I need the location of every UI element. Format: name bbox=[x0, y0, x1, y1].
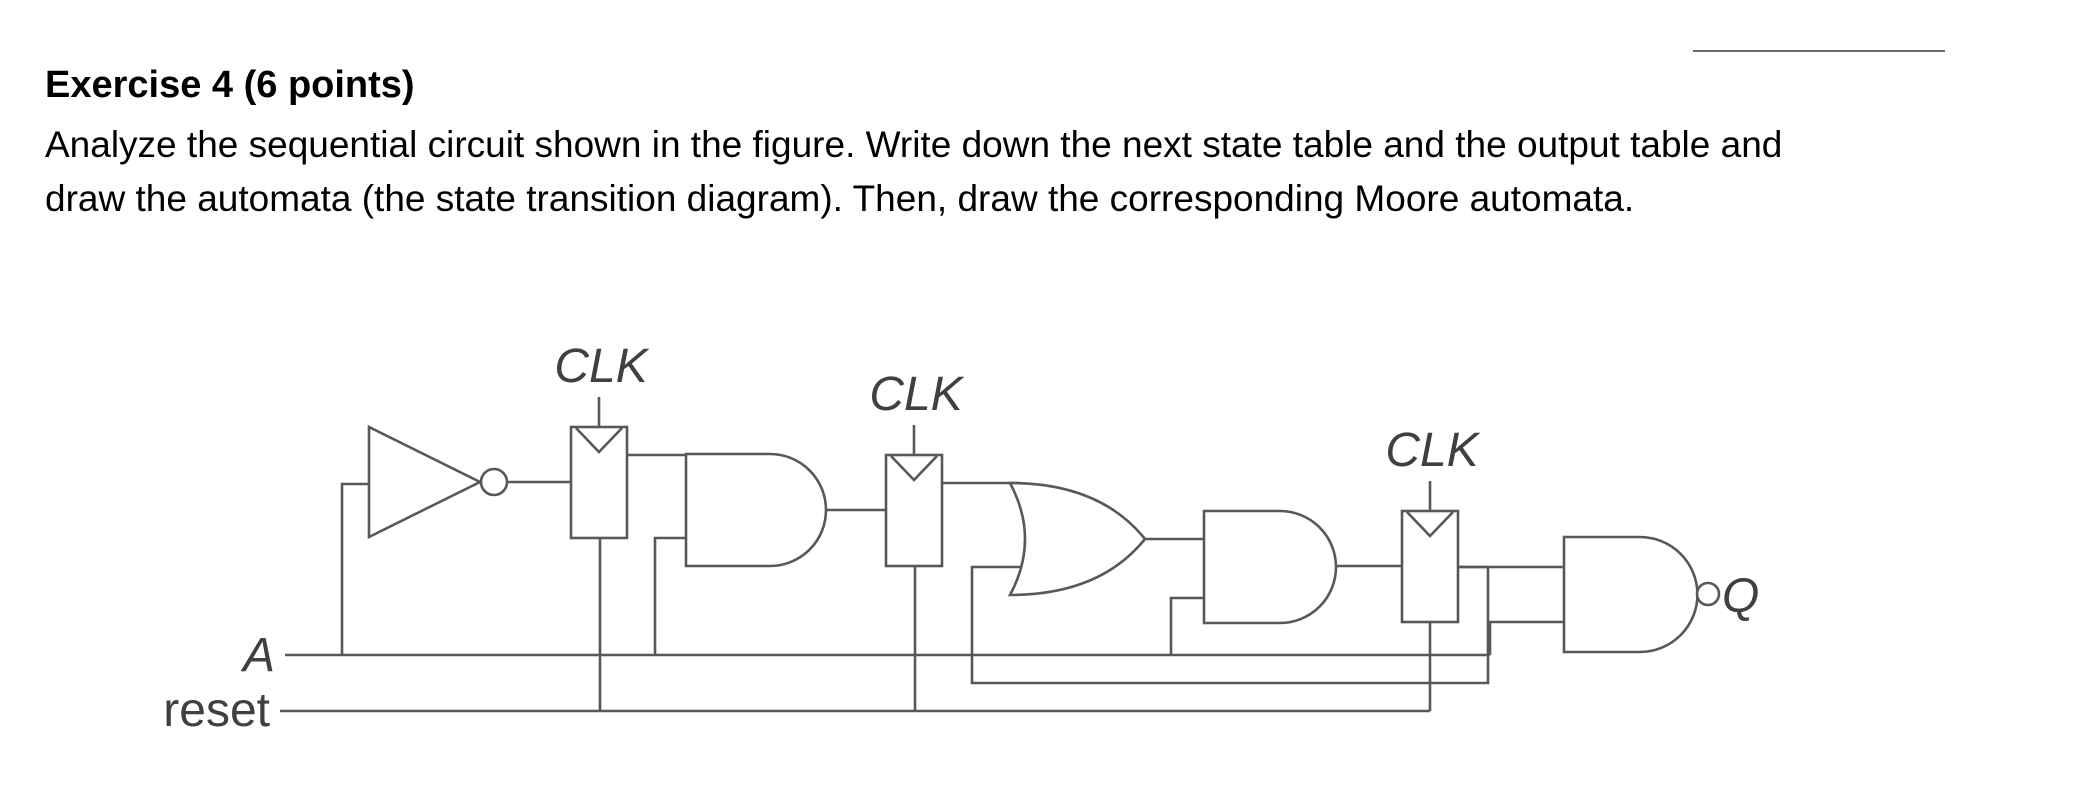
clock-label-2: CLK bbox=[869, 368, 964, 421]
output-bubble bbox=[1695, 581, 1721, 607]
answer-blank-line bbox=[1693, 50, 1945, 52]
flip-flop-3 bbox=[1400, 509, 1460, 624]
wire-a-to-and1 bbox=[653, 536, 686, 655]
instruction-line-2: draw the automata (the state transition … bbox=[45, 178, 1635, 219]
and-gate-2 bbox=[1202, 509, 1338, 625]
reset-label: reset bbox=[163, 684, 270, 737]
output-q-label: Q bbox=[1722, 570, 1759, 623]
wire-a-to-and2 bbox=[1169, 596, 1204, 655]
exercise-title: Exercise 4 (6 points) bbox=[45, 64, 415, 106]
inverter-bubble bbox=[479, 467, 509, 497]
wire-a-to-inverter bbox=[340, 482, 369, 655]
ff3-clock-triangle bbox=[1406, 511, 1454, 538]
and-gate-1 bbox=[684, 452, 828, 568]
flip-flop-1 bbox=[569, 425, 629, 540]
clock-label-1: CLK bbox=[554, 340, 649, 393]
wire-a-to-and3 bbox=[1488, 620, 1564, 655]
instruction-line-1: Analyze the sequential circuit shown in … bbox=[45, 124, 1783, 165]
or-gate bbox=[1007, 481, 1147, 597]
ff2-clock-triangle bbox=[890, 455, 938, 482]
inverter-gate bbox=[367, 424, 483, 540]
ff1-clock-triangle bbox=[575, 427, 623, 454]
and-gate-3 bbox=[1562, 535, 1699, 654]
exercise-instructions: Analyze the sequential circuit shown in … bbox=[45, 118, 2045, 226]
clock-label-3: CLK bbox=[1385, 424, 1480, 477]
flip-flop-2 bbox=[884, 453, 944, 568]
input-a-label: A bbox=[240, 629, 275, 682]
